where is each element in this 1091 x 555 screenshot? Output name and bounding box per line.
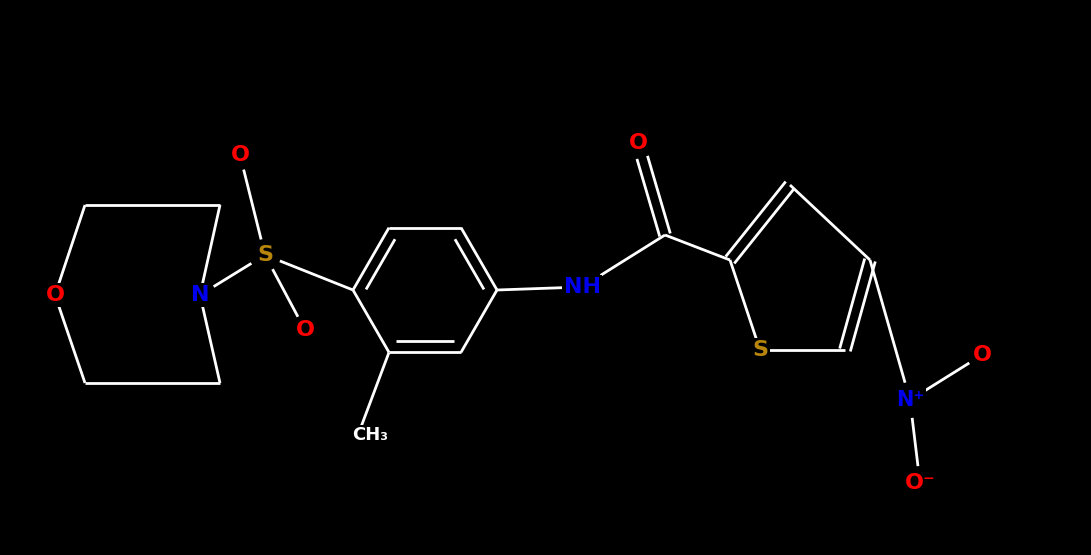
Text: CH₃: CH₃ [352,426,388,444]
Text: O⁻: O⁻ [904,473,935,493]
Text: N: N [191,285,209,305]
Text: O: O [628,133,647,153]
Text: S: S [752,340,768,360]
Text: NH: NH [563,277,600,297]
Text: N⁺: N⁺ [896,390,924,410]
Text: O: O [46,285,64,305]
Text: O: O [296,320,314,340]
Text: S: S [257,245,273,265]
Text: O: O [972,345,992,365]
Text: O: O [230,145,250,165]
